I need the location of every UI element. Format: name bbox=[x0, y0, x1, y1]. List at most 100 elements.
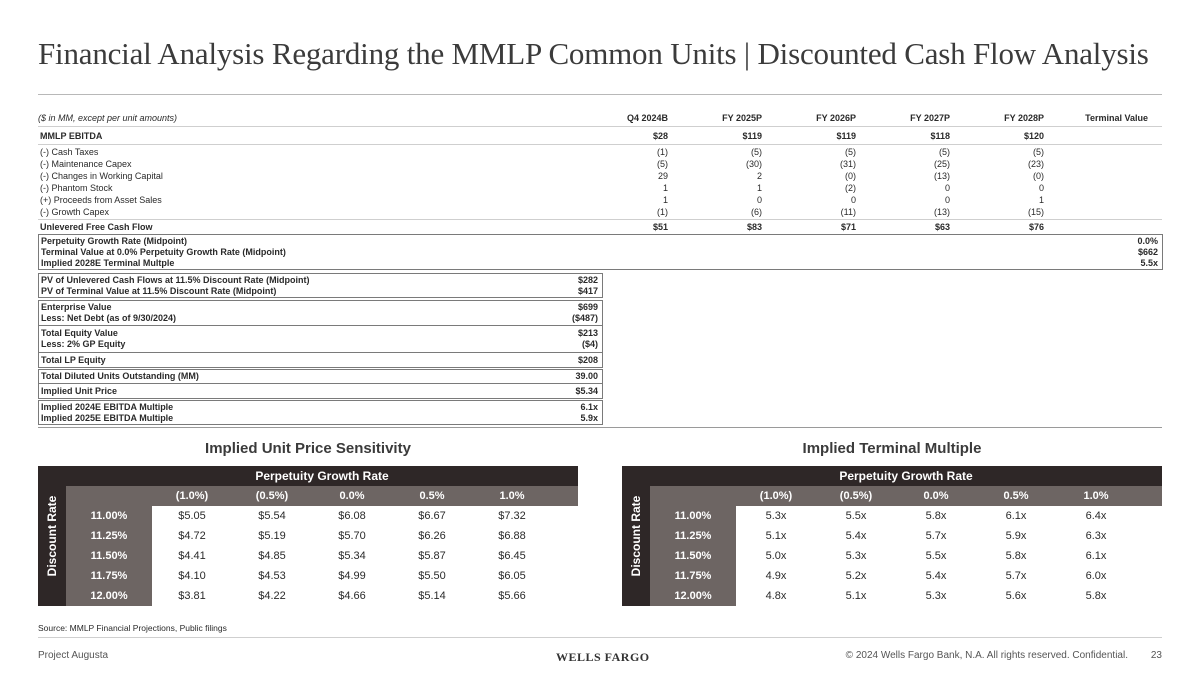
sensitivity-cell: 6.0x bbox=[1085, 570, 1107, 582]
sensitivity-cell: $4.85 bbox=[258, 550, 286, 562]
discount-rate-label: 11.75% bbox=[66, 566, 152, 586]
wells-fargo-logo: WELLS FARGO bbox=[556, 650, 650, 664]
axis-label: Discount Rate bbox=[629, 495, 643, 577]
sensitivity-cell: $5.70 bbox=[338, 530, 366, 542]
title-divider bbox=[38, 94, 1162, 95]
valuation-label: Total Diluted Units Outstanding (MM) bbox=[41, 371, 199, 381]
value-cell: 2 bbox=[756, 171, 762, 181]
pv-box: PV of Unlevered Cash Flows at 11.5% Disc… bbox=[38, 273, 603, 298]
sensitivity-cell: 6.3x bbox=[1085, 530, 1107, 542]
value-cell: $83 bbox=[746, 222, 762, 232]
sensitivity-cell: 5.8x bbox=[1085, 590, 1107, 602]
value-cell: 0 bbox=[944, 195, 950, 205]
sensitivity-cell: 5.8x bbox=[925, 510, 947, 522]
value-cell: $71 bbox=[840, 222, 856, 232]
value-cell: (5) bbox=[939, 147, 950, 157]
value-cell: (15) bbox=[1027, 207, 1044, 217]
sensitivity-cell: $5.66 bbox=[498, 590, 526, 602]
row-label: (-) Cash Taxes bbox=[40, 147, 99, 157]
sensitivity-cell: $4.22 bbox=[258, 590, 286, 602]
sensitivity-cell: 5.4x bbox=[845, 530, 867, 542]
sensitivity-cell: $5.87 bbox=[418, 550, 446, 562]
equity-box: Enterprise Value $699 Less: Net Debt (as… bbox=[38, 300, 603, 368]
valuation-value: $417 bbox=[577, 286, 598, 296]
value-cell: (2) bbox=[845, 183, 856, 193]
growth-rate-axis: Perpetuity Growth Rate bbox=[650, 466, 1162, 486]
row-label: MMLP EBITDA bbox=[40, 131, 103, 141]
row-label: (+) Proceeds from Asset Sales bbox=[40, 195, 162, 205]
row-divider bbox=[38, 144, 1162, 145]
growth-rate-header-row: (1.0%) (0.5%) 0.0% 0.5% 1.0% bbox=[650, 486, 1162, 506]
growth-rate-header: 0.0% bbox=[923, 490, 949, 502]
value-cell: 1 bbox=[756, 183, 762, 193]
price-sensitivity-title: Implied Unit Price Sensitivity bbox=[205, 440, 411, 457]
valuation-value: $213 bbox=[577, 328, 598, 338]
discount-rate-label: 12.00% bbox=[650, 586, 736, 606]
discount-rate-axis: Discount Rate bbox=[38, 466, 66, 606]
page-number: 23 bbox=[1150, 650, 1162, 661]
discount-rate-axis: Discount Rate bbox=[622, 466, 650, 606]
sensitivity-cell: 5.3x bbox=[765, 510, 787, 522]
valuation-label: Total LP Equity bbox=[41, 355, 106, 365]
value-cell: (30) bbox=[745, 159, 762, 169]
value-cell: (25) bbox=[933, 159, 950, 169]
sensitivity-cell: $4.41 bbox=[178, 550, 206, 562]
sensitivity-cell: 5.0x bbox=[765, 550, 787, 562]
table-row: (-) Changes in Working Capital 29 2 (0) … bbox=[38, 170, 1162, 182]
multiples-box: Implied 2024E EBITDA Multiple 6.1x Impli… bbox=[38, 400, 603, 425]
sensitivity-cell: 6.1x bbox=[1005, 510, 1027, 522]
valuation-label: Enterprise Value bbox=[41, 302, 112, 312]
valuation-label: Less: Net Debt (as of 9/30/2024) bbox=[41, 313, 177, 323]
growth-rate-header: 1.0% bbox=[499, 490, 525, 502]
value-cell: (5) bbox=[657, 159, 668, 169]
value-cell: $119 bbox=[742, 131, 762, 141]
sensitivity-cell: $6.26 bbox=[418, 530, 446, 542]
sensitivity-cell: $7.32 bbox=[498, 510, 526, 522]
valuation-label: Implied 2024E EBITDA Multiple bbox=[41, 402, 174, 412]
table-row: (-) Growth Capex (1) (6) (11) (13) (15) bbox=[38, 206, 1162, 218]
sensitivity-cell: 4.8x bbox=[765, 590, 787, 602]
value-cell: (1) bbox=[657, 207, 668, 217]
discount-rate-label: 11.25% bbox=[66, 526, 152, 546]
terminal-label: Terminal Value at 0.0% Perpetuity Growth… bbox=[41, 247, 286, 257]
price-box: Total Diluted Units Outstanding (MM) 39.… bbox=[38, 369, 603, 399]
sensitivity-cell: 5.6x bbox=[1005, 590, 1027, 602]
growth-rate-header: (0.5%) bbox=[255, 490, 289, 502]
valuation-value: ($487) bbox=[571, 313, 598, 323]
multiple-sensitivity-table: Discount Rate Perpetuity Growth Rate (1.… bbox=[622, 466, 1162, 606]
sensitivity-cell: $3.81 bbox=[178, 590, 206, 602]
valuation-value: 5.9x bbox=[580, 413, 598, 423]
value-cell: 0 bbox=[850, 195, 856, 205]
valuation-label: Less: 2% GP Equity bbox=[41, 339, 126, 349]
growth-rate-header-row: (1.0%) (0.5%) 0.0% 0.5% 1.0% bbox=[66, 486, 578, 506]
value-cell: (5) bbox=[845, 147, 856, 157]
value-cell: $51 bbox=[652, 222, 668, 232]
value-cell: (11) bbox=[840, 207, 856, 217]
valuation-label: PV of Terminal Value at 11.5% Discount R… bbox=[41, 286, 277, 296]
valuation-label: Implied Unit Price bbox=[41, 386, 118, 396]
sensitivity-cell: $4.66 bbox=[338, 590, 366, 602]
column-header: FY 2028P bbox=[1004, 113, 1044, 123]
value-cell: (13) bbox=[933, 207, 950, 217]
sensitivity-cell: 5.2x bbox=[845, 570, 867, 582]
sensitivity-cell: $6.67 bbox=[418, 510, 446, 522]
source-note: Source: MMLP Financial Projections, Publ… bbox=[38, 623, 227, 633]
value-cell: (13) bbox=[933, 171, 950, 181]
table-row: (+) Proceeds from Asset Sales 1 0 0 0 1 bbox=[38, 194, 1162, 206]
ebitda-row: MMLP EBITDA $28 $119 $119 $118 $120 bbox=[38, 130, 1162, 142]
section-divider bbox=[38, 427, 1162, 428]
value-cell: (0) bbox=[1033, 171, 1044, 181]
sensitivity-cell: $4.53 bbox=[258, 570, 286, 582]
discount-rate-label: 11.50% bbox=[650, 546, 736, 566]
sensitivity-cell: $4.72 bbox=[178, 530, 206, 542]
terminal-label: Perpetuity Growth Rate (Midpoint) bbox=[41, 236, 187, 246]
table-row: (-) Cash Taxes (1) (5) (5) (5) (5) bbox=[38, 146, 1162, 158]
sensitivity-cell: 6.1x bbox=[1085, 550, 1107, 562]
value-cell: $76 bbox=[1028, 222, 1044, 232]
sensitivity-cell: $6.45 bbox=[498, 550, 526, 562]
table-row: (-) Maintenance Capex (5) (30) (31) (25)… bbox=[38, 158, 1162, 170]
column-header: FY 2026P bbox=[816, 113, 856, 123]
row-label: (-) Maintenance Capex bbox=[40, 159, 132, 169]
axis-label: Discount Rate bbox=[45, 495, 59, 577]
column-header: Q4 2024B bbox=[626, 113, 668, 123]
